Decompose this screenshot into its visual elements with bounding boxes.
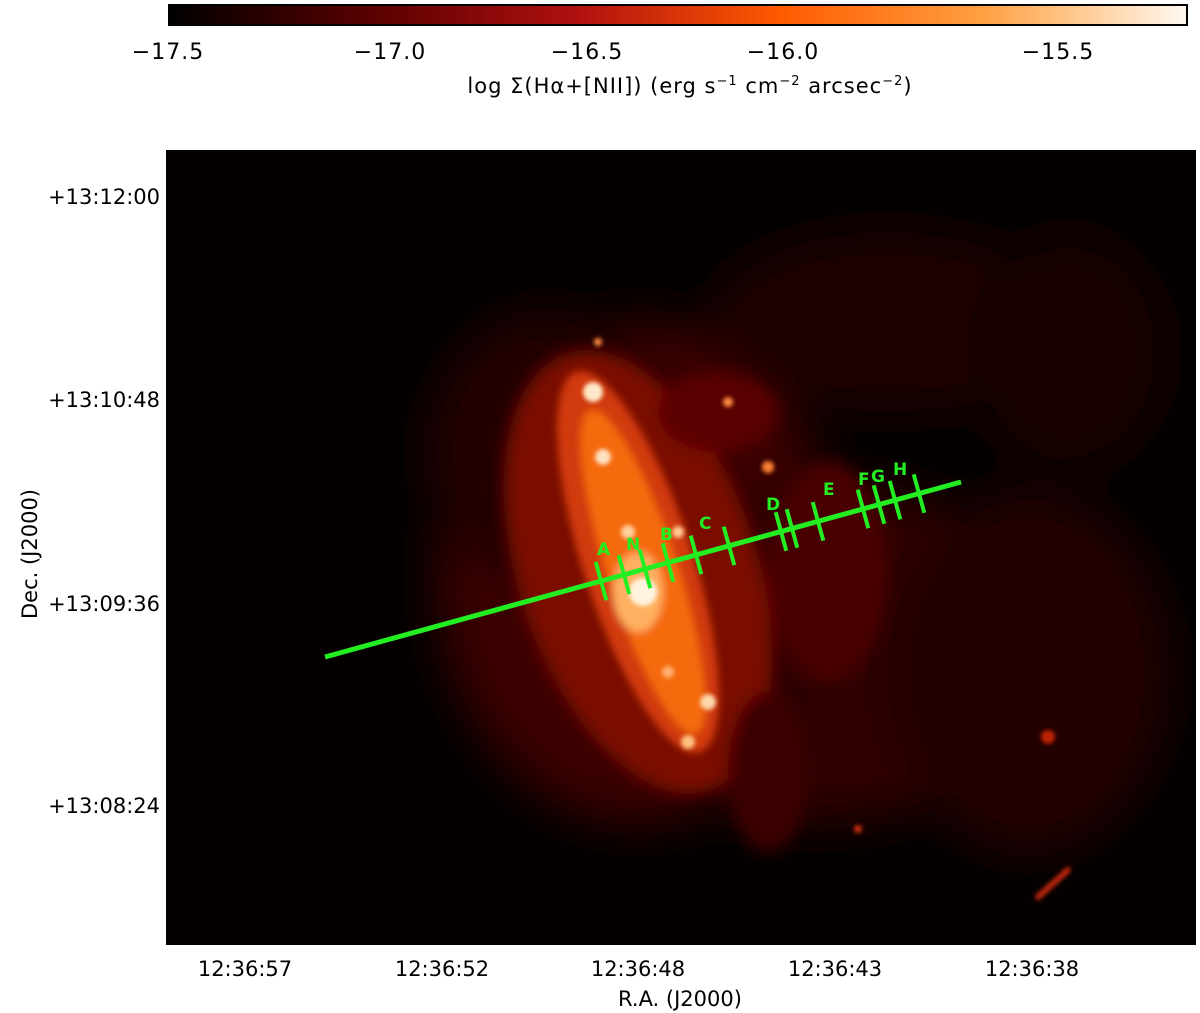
slit-label-g: G: [871, 467, 885, 487]
slit-overlay: A N B C D E F G H: [324, 460, 962, 660]
slit-label-e: E: [823, 480, 835, 500]
slit-tick: [616, 554, 632, 595]
x-tick: 12:36:38: [984, 957, 1080, 981]
x-tick: 12:36:48: [590, 957, 686, 981]
y-tick: +13:10:48: [48, 388, 160, 412]
colorbar-tick: −15.5: [1021, 40, 1095, 65]
slit-tick: [855, 489, 871, 529]
slit-tick: [784, 508, 800, 549]
y-axis-label: Dec. (J2000): [18, 489, 42, 620]
colorbar-tick: −16.5: [550, 40, 624, 65]
x-tick: 12:36:57: [197, 957, 293, 981]
colorbar-tick: −16.0: [746, 40, 820, 65]
galaxy-image-svg: A N B C D E F G H: [324, 232, 1168, 900]
slit-ticks: [593, 473, 927, 601]
slit-tick: [871, 484, 887, 525]
colorbar-label: log Σ(Hα+[NII]) (erg s−1 cm−2 arcsec−2): [467, 74, 913, 98]
slit-line: [324, 479, 962, 660]
slit-label-a: A: [597, 540, 611, 560]
y-tick: +13:09:36: [48, 592, 160, 616]
slit-label-c: C: [699, 514, 711, 534]
slit-tick: [721, 526, 737, 566]
slit-tick: [637, 549, 653, 589]
x-axis-label: R.A. (J2000): [618, 987, 742, 1011]
x-tick: 12:36:52: [394, 957, 490, 981]
slit-label-f: F: [858, 470, 870, 490]
slit-label-d: D: [766, 495, 780, 515]
slit-label-h: H: [893, 460, 907, 480]
slit-tick: [593, 561, 609, 601]
colorbar: [168, 4, 1188, 26]
halpha-image: A N B C D E F G H: [166, 150, 1196, 945]
slit-tick: [911, 473, 927, 514]
slit-tick: [773, 511, 789, 552]
slit-labels: A N B C D E F G H: [597, 460, 907, 560]
colorbar-tick: −17.0: [353, 40, 427, 65]
slit-tick: [688, 535, 704, 575]
slit-tick: [887, 480, 903, 520]
slit-tick: [660, 542, 676, 583]
y-tick: +13:08:24: [48, 794, 160, 818]
colorbar-tick: −17.5: [131, 40, 205, 65]
y-tick: +13:12:00: [48, 185, 160, 209]
slit-label-b: B: [660, 525, 673, 545]
x-tick: 12:36:43: [787, 957, 883, 981]
slit-tick: [810, 501, 826, 542]
slit-label-n: N: [626, 535, 640, 555]
